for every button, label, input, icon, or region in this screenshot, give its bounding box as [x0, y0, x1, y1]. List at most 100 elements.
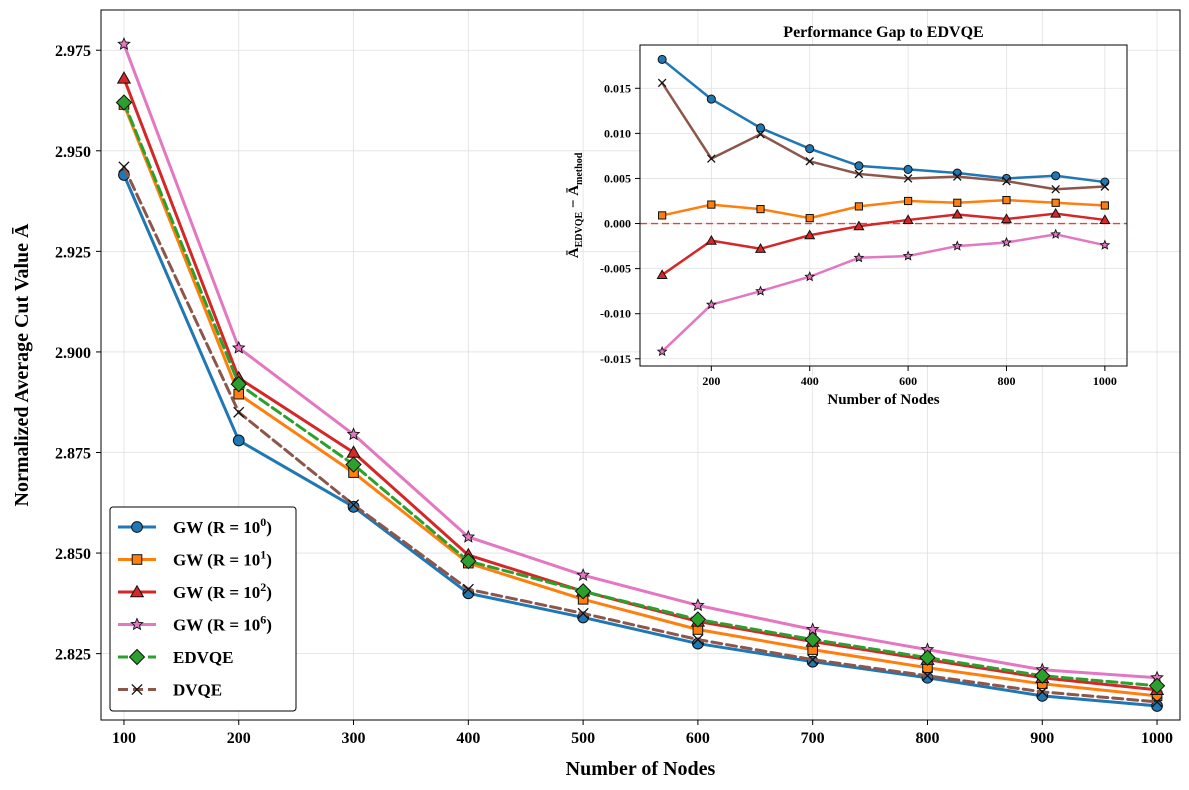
data-point-gw-r-10 [1099, 239, 1111, 250]
legend-label: GW (R = 102) [173, 580, 272, 602]
data-point-gw-r-10 [902, 250, 914, 261]
x-tick-label: 200 [702, 374, 720, 388]
data-point-gw-r-10 [951, 208, 963, 219]
data-point-gw-r-10 [804, 229, 816, 240]
series-line-gw-r-10 [660, 58, 1107, 184]
data-point-gw-r-10 [116, 71, 132, 84]
y-tick-label: 2.950 [55, 144, 91, 161]
x-tick-label: 600 [686, 730, 710, 747]
data-point-edvqe [919, 649, 936, 666]
y-tick-label: 2.825 [55, 647, 91, 664]
series-line-gw-r-10 [122, 42, 1159, 680]
series-line-edvqe [122, 101, 1159, 688]
legend-marker-edvqe [128, 648, 146, 666]
data-point-dvqe [1100, 182, 1110, 191]
data-point-edvqe [115, 94, 133, 111]
data-point-edvqe [460, 552, 477, 570]
y-tick-label: 2.975 [55, 43, 91, 60]
data-point-gw-r-10 [953, 198, 962, 207]
x-tick-label: 400 [801, 374, 819, 388]
data-point-edvqe [1148, 677, 1166, 695]
inset-y-ticks: -0.015 -0.010 -0.005 0.000 0.005 0.010 0.015 [600, 81, 640, 366]
data-point-gw-r-10 [903, 164, 913, 174]
legend-label: DVQE [173, 681, 222, 700]
data-point-dvqe [756, 129, 765, 139]
main-x-axis-label: Number of Nodes [566, 758, 716, 780]
legend-item-dvqe: DVQE [118, 681, 222, 700]
data-point-gw-r-10 [117, 37, 131, 50]
data-point-gw-r-10 [854, 161, 864, 171]
data-point-gw-r-10 [706, 94, 716, 104]
data-point-edvqe [1034, 667, 1051, 684]
data-point-gw-r-10 [232, 434, 245, 447]
data-point-edvqe [804, 631, 821, 648]
data-point-gw-r-10 [656, 269, 668, 279]
main-plot-frame [100, 9, 1181, 721]
data-point-gw-r-10 [903, 196, 913, 206]
legend-marker-gw-r-10 [131, 521, 143, 533]
legend-marker-dvqe [131, 683, 143, 696]
data-point-dvqe [1151, 696, 1163, 708]
inset-chart: 200 400 600 800 1000 -0.015 -0.010 -0.005 0.000… [566, 24, 1128, 408]
legend-marker-gw-r-10 [131, 554, 143, 565]
inset-y-axis-label-part: Ā [566, 247, 582, 258]
data-point-gw-r-10 [576, 568, 590, 581]
data-point-gw-r-10 [755, 123, 766, 133]
data-point-dvqe [805, 157, 814, 166]
data-point-dvqe [807, 654, 819, 666]
data-point-gw-r-10 [853, 252, 865, 263]
x-tick-label: 800 [915, 730, 939, 747]
legend-label: GW (R = 101) [173, 548, 272, 570]
legend-item-edvqe: EDVQE [118, 648, 233, 667]
inset-plot-frame [639, 44, 1128, 367]
legend-marker-gw-r-10 [130, 617, 144, 631]
inset-plot-area [656, 54, 1111, 357]
y-tick-label: -0.005 [600, 262, 631, 276]
legend-item-gw-r-10: GW (R = 102) [118, 580, 272, 602]
data-point-gw-r-10 [805, 214, 814, 223]
data-point-gw-r-10 [707, 200, 716, 209]
legend-box [109, 506, 297, 712]
y-tick-label: 2.850 [55, 546, 91, 563]
data-point-dvqe [1002, 176, 1011, 186]
x-tick-label: 400 [456, 730, 480, 747]
data-point-gw-r-10 [1050, 207, 1062, 218]
data-point-gw-r-10 [902, 214, 914, 224]
series-line-gw-r-10 [122, 103, 1159, 698]
legend-item-gw-r-10: GW (R = 101) [118, 548, 272, 570]
data-point-gw-r-10 [951, 240, 963, 251]
data-point-gw-r-10 [1051, 198, 1060, 207]
data-point-dvqe [692, 633, 704, 646]
data-point-dvqe [1036, 686, 1048, 698]
inset-y-axis-label-sub: method [574, 152, 585, 185]
legend-label: GW (R = 100) [173, 515, 272, 537]
y-tick-label: 2.925 [55, 244, 91, 261]
data-point-gw-r-10 [1051, 171, 1061, 181]
legend-label: GW (R = 106) [173, 613, 272, 635]
data-point-gw-r-10 [1050, 228, 1062, 239]
x-tick-label: 700 [801, 730, 825, 747]
data-point-gw-r-10 [1100, 177, 1110, 187]
y-tick-label: 2.875 [55, 445, 91, 462]
data-point-dvqe [233, 406, 245, 418]
data-point-dvqe [921, 670, 934, 682]
data-point-gw-r-10 [231, 340, 246, 354]
data-point-gw-r-10 [461, 529, 476, 543]
data-point-dvqe [462, 583, 474, 595]
series-line-gw-r-10 [660, 198, 1107, 220]
legend-item-gw-r-10: GW (R = 100) [118, 515, 272, 537]
data-point-dvqe [347, 499, 360, 511]
data-point-dvqe [118, 161, 130, 173]
x-tick-label: 200 [227, 730, 251, 747]
data-point-gw-r-10 [657, 54, 667, 64]
x-tick-label: 1000 [1141, 730, 1173, 747]
inset-grid [640, 45, 1127, 366]
data-point-dvqe [854, 169, 864, 179]
main-y-axis-label: Normalized Average Cut Value Ā [11, 223, 33, 506]
y-tick-label: 2.900 [55, 345, 91, 362]
data-point-gw-r-10 [705, 234, 717, 245]
x-tick-label: 900 [1030, 730, 1054, 747]
y-tick-label: 0.005 [604, 171, 631, 185]
x-tick-label: 100 [112, 730, 136, 747]
